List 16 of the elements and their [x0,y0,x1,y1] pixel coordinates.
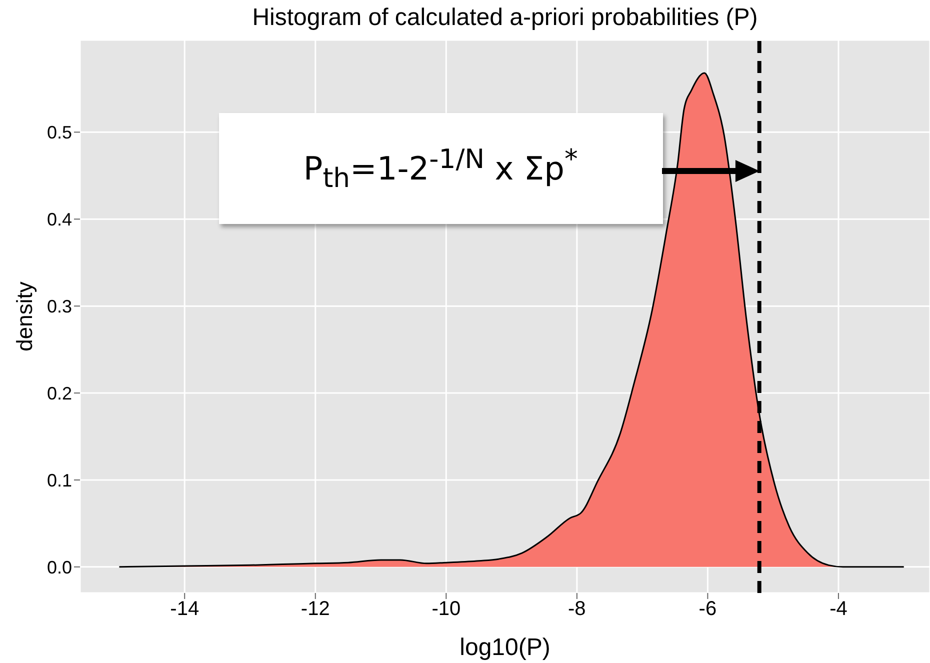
x-tick-label: -12 [300,598,330,620]
y-tick-label: 0.5 [46,122,72,143]
chart-title: Histogram of calculated a-priori probabilities (P) [251,4,759,32]
x-axis-title: log10(P) [460,634,550,661]
annotation: P$_{th}$=1-2$^{-1/N}$ x Σp$^{*}$ [303,144,578,194]
x-tick-label: -4 [830,598,848,620]
x-tick-label: -6 [698,598,717,620]
y-tick-label: 0.1 [46,470,72,490]
y-tick-label: 0.4 [46,210,72,230]
y-axis-title: density [12,282,37,352]
x-tick-label: -10 [432,598,461,620]
y-tick-label: 0.3 [46,296,72,316]
x-tick-label: -8 [568,598,586,620]
y-tick-label: 0.2 [46,383,72,404]
y-tick-label: 0.0 [46,557,72,578]
x-tick-label: -14 [170,598,200,620]
